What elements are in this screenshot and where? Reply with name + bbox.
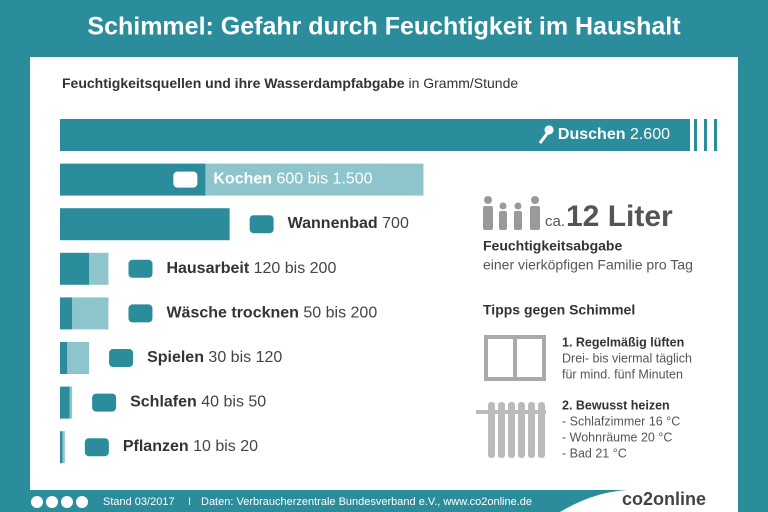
value-label: 40 bis 50	[201, 394, 266, 411]
footer-brand: co2online	[622, 489, 706, 509]
value-label: 30 bis 120	[208, 349, 282, 366]
bar	[60, 119, 690, 151]
icon	[173, 171, 198, 188]
tip-line: - Schlafzimmer 16 °C	[562, 414, 680, 428]
footer-wave	[560, 489, 738, 512]
license-icons	[31, 496, 88, 508]
window-icon	[484, 335, 546, 381]
category-name: Spielen	[147, 349, 204, 366]
bar-range	[62, 431, 65, 464]
bar	[60, 431, 63, 464]
bar-label: Schlafen 40 bis 50	[130, 394, 266, 411]
bar-range	[72, 297, 109, 330]
icon	[128, 259, 153, 278]
radiator-icon	[476, 402, 546, 458]
value-label: 2.600	[630, 126, 670, 143]
value-label: 120 bis 200	[254, 260, 337, 277]
tips-title: Tipps gegen Schimmel	[483, 302, 635, 318]
bar	[60, 252, 90, 285]
value-label: 50 bis 200	[303, 305, 377, 322]
icon	[538, 125, 554, 144]
bar-label: Duschen 2.600	[558, 126, 670, 143]
tip-line: - Bad 21 °C	[562, 446, 627, 460]
category-name: Hausarbeit	[166, 260, 249, 277]
bar	[60, 386, 70, 419]
bar	[60, 297, 73, 330]
icon	[249, 215, 274, 234]
bar-label: Pflanzen 10 bis 20	[123, 438, 258, 455]
family-prefix: ca.	[545, 213, 565, 230]
break-mark	[694, 119, 697, 151]
subtitle: Feuchtigkeitsquellen und ihre Wasserdamp…	[62, 75, 518, 91]
category-name: Duschen	[558, 126, 626, 143]
bar-range	[205, 163, 424, 196]
icon	[109, 349, 134, 367]
tip-title: 2. Bewusst heizen	[562, 398, 670, 412]
value-label: 10 bis 20	[193, 438, 258, 455]
category-name: Schlafen	[130, 394, 197, 411]
icon	[92, 393, 117, 412]
bar	[60, 208, 230, 241]
unit: in Gramm/Stunde	[408, 75, 518, 91]
value-label: 700	[382, 215, 409, 232]
tip-title: 1. Regelmäßig lüften	[562, 335, 684, 349]
bar-label: Kochen 600 bis 1.500	[213, 171, 372, 188]
break-mark	[704, 119, 707, 151]
bar-range	[67, 342, 90, 374]
bar-label: Spielen 30 bis 120	[147, 349, 282, 366]
footer-separator: I	[188, 496, 191, 508]
break-mark	[714, 119, 717, 151]
family-text: einer vierköpfigen Familie pro Tag	[483, 257, 693, 273]
category-name: Wannenbad	[288, 215, 378, 232]
tip-line: Drei- bis viermal täglich	[562, 351, 692, 365]
bar-chart: Duschen 2.600 Kochen 600 bis 1.500 Wannenb…	[60, 119, 717, 464]
value-label: 600 bis 1.500	[277, 171, 373, 188]
tip-line: - Wohnräume 20 °C	[562, 430, 672, 444]
bar-range	[89, 252, 109, 285]
people-icon	[483, 196, 540, 230]
bar-label: Wannenbad 700	[288, 215, 409, 232]
icon	[128, 304, 153, 323]
family-amount: 12 Liter	[566, 200, 673, 233]
bar-label: Wäsche trocknen 50 bis 200	[166, 305, 377, 322]
bar-label: Hausarbeit 120 bis 200	[166, 260, 336, 277]
icon	[84, 438, 109, 457]
bar	[60, 342, 68, 374]
bar-range	[69, 386, 73, 419]
tip-line: für mind. fünf Minuten	[562, 367, 683, 381]
category-name: Kochen	[213, 171, 272, 188]
title: Schimmel: Gefahr durch Feuchtigkeit im H…	[87, 13, 681, 41]
category-name: Wäsche trocknen	[166, 305, 298, 322]
category-name: Pflanzen	[123, 438, 189, 455]
family-label: Feuchtigkeitsabgabe	[483, 238, 622, 254]
subtitle-main: Feuchtigkeitsquellen und ihre Wasserdamp…	[62, 75, 405, 91]
footer-source: Daten: Verbraucherzentrale Bundesverband…	[201, 496, 532, 508]
footer-date: Stand 03/2017	[103, 496, 175, 508]
